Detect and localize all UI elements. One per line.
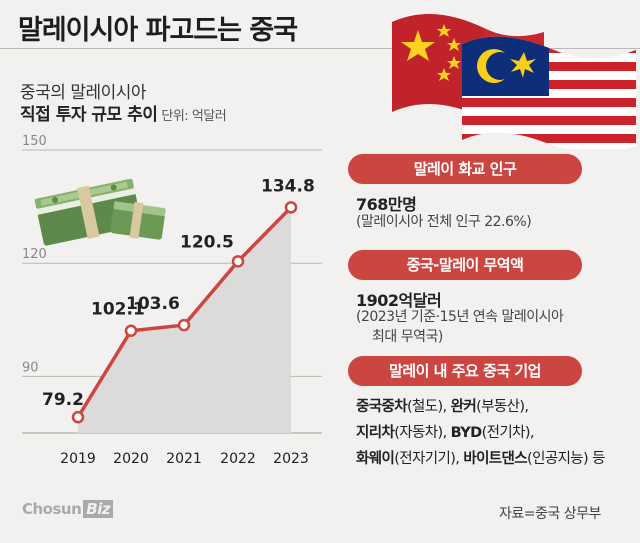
company-name: 화웨이 xyxy=(356,451,395,467)
source-note: 자료=중국 상무부 xyxy=(499,506,601,522)
chosunbiz-logo: Chosun Biz xyxy=(22,500,114,518)
data-label: 120.5 xyxy=(180,232,234,252)
trade-value: 1902억달러 xyxy=(356,291,442,310)
data-label: 134.8 xyxy=(261,176,315,196)
data-point xyxy=(71,410,85,424)
unit-label: 단위: 억달러 xyxy=(161,109,227,124)
company-name: BYD xyxy=(450,425,483,441)
title-divider xyxy=(0,48,640,49)
data-label: 103.6 xyxy=(126,294,180,314)
flags-illustration xyxy=(392,14,636,149)
trade-note-line1: (2023년 기준·15년 연속 말레이시아 xyxy=(356,309,564,325)
company-desc: (전자기기), xyxy=(394,451,464,467)
y-tick-label: 90 xyxy=(22,360,39,375)
x-tick-label: 2020 xyxy=(113,451,149,467)
company-desc: (인공지능) 등 xyxy=(527,451,605,467)
company-desc: (전기차), xyxy=(481,425,535,441)
x-tick-label: 2023 xyxy=(273,451,309,467)
company-name: 완커 xyxy=(450,399,477,415)
malaysia-flag xyxy=(462,36,636,149)
investment-chart: 90 120 150 79.2 2019 102.1 2020 103.6 2021 120.5… xyxy=(22,134,322,467)
population-note: (말레이시아 전체 인구 22.6%) xyxy=(356,214,532,230)
y-tick-label: 150 xyxy=(22,134,47,149)
data-point xyxy=(177,318,191,332)
data-point xyxy=(284,201,298,214)
trade-header: 중국-말레이 무역액 xyxy=(348,250,582,280)
company-desc: (자동차), xyxy=(394,425,451,441)
chart-subtitle-line2: 직접 투자 규모 추이 단위: 억달러 xyxy=(20,100,227,125)
page-title: 말레이시아 파고드는 중국 xyxy=(18,15,298,46)
trade-note-line2: 최대 무역국) xyxy=(372,329,443,345)
company-desc: (부동산), xyxy=(476,399,529,415)
chart-subtitle-line1: 중국의 말레이시아 xyxy=(20,83,147,103)
population-header: 말레이 화교 인구 xyxy=(348,154,582,184)
company-desc: (철도), xyxy=(406,399,451,415)
x-tick-label: 2022 xyxy=(220,451,256,467)
flag-star-icon xyxy=(401,30,435,61)
company-name: 지리차 xyxy=(356,425,395,441)
company-row: 화웨이(전자기기), 바이트댄스(인공지능) 등 xyxy=(356,447,605,468)
company-row: 지리차(자동차), BYD(전기차), xyxy=(356,421,535,442)
population-value: 768만명 xyxy=(356,195,417,214)
data-label: 79.2 xyxy=(42,390,84,410)
logo-tag: Biz xyxy=(83,500,114,518)
company-row: 중국중차(철도), 완커(부동산), xyxy=(356,395,529,416)
data-point xyxy=(231,255,245,268)
logo-main: Chosun xyxy=(22,500,82,518)
data-point xyxy=(124,324,138,337)
company-name: 중국중차 xyxy=(356,399,408,415)
data-label: 102.1 xyxy=(91,300,145,320)
x-tick-label: 2021 xyxy=(166,451,202,467)
companies-header: 말레이 내 주요 중국 기업 xyxy=(348,356,582,386)
chart-subtitle-text: 직접 투자 규모 추이 xyxy=(20,105,158,125)
company-name: 바이트댄스 xyxy=(463,451,528,467)
y-tick-label: 120 xyxy=(22,247,47,262)
money-stack-illustration xyxy=(34,178,166,246)
x-tick-label: 2019 xyxy=(60,451,96,467)
